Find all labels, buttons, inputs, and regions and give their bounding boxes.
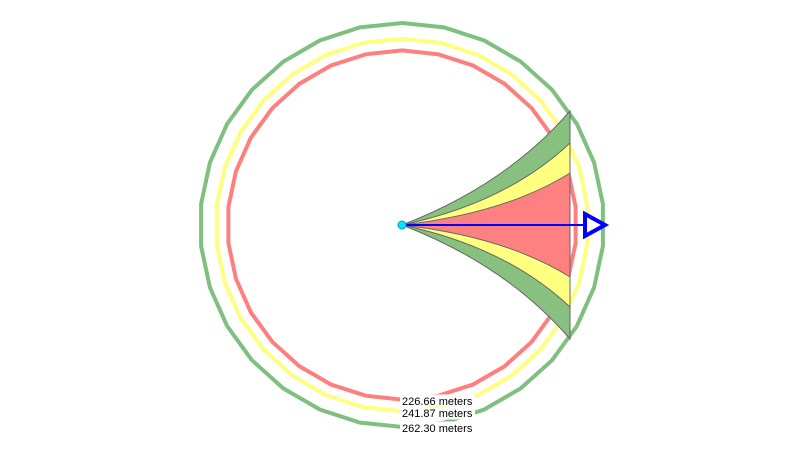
direction-arrow — [402, 210, 610, 240]
red-range-label: 226.66 meters — [402, 396, 473, 408]
yellow-range-label: 241.87 meters — [402, 408, 473, 420]
origin-point — [397, 220, 407, 230]
direction-arrowhead-icon — [583, 210, 610, 240]
green-range-label: 262.30 meters — [402, 423, 473, 435]
range-labels: 226.66 meters 241.87 meters 262.30 meter… — [400, 394, 475, 435]
